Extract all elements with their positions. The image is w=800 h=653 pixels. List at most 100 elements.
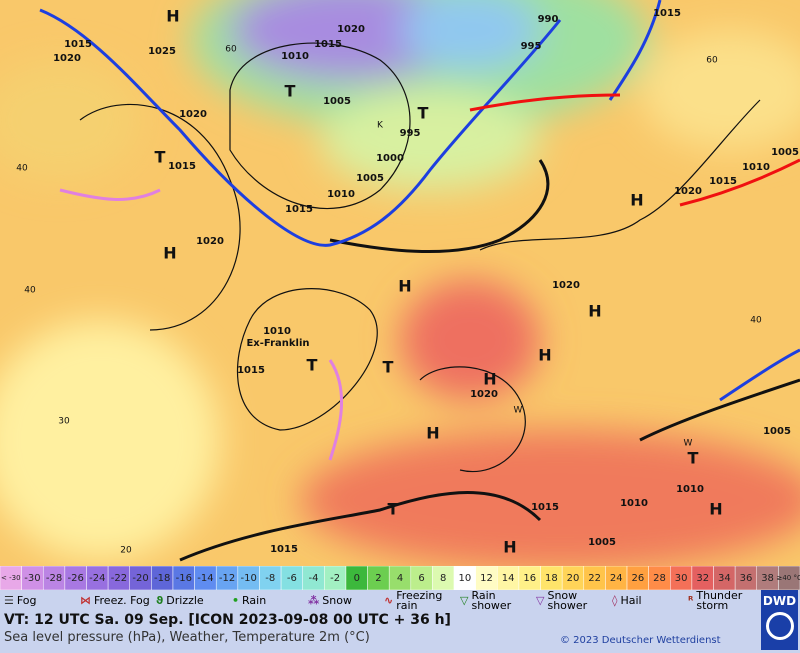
map-label: 1010 [676, 484, 704, 495]
scale-label: -6 [287, 573, 297, 584]
map-label: 30 [58, 417, 70, 427]
scale-label: 20 [567, 573, 580, 584]
map-label: 1020 [552, 280, 580, 291]
map-label: H [709, 500, 722, 519]
map-label: 1015 [314, 39, 342, 50]
map-label: 1015 [531, 502, 559, 513]
legend-icon: ▽ [460, 594, 469, 607]
map-label: 1005 [588, 537, 616, 548]
map-label: 1025 [148, 46, 176, 57]
legend-text: Rain shower [471, 589, 512, 612]
map-label: T [383, 358, 394, 377]
map-label: 1015 [270, 544, 298, 555]
logo: DWD [761, 590, 798, 650]
scale-label: -8 [265, 573, 275, 584]
map-label: H [426, 424, 439, 443]
logo-text: DWD [762, 594, 797, 608]
legend-icon: ◊ [612, 594, 618, 607]
map-label: T [307, 356, 318, 375]
map-label: T [418, 104, 429, 123]
map-label: 1015 [168, 161, 196, 172]
legend-icon: ∿ [384, 594, 394, 607]
legend-item: ◊ Hail [608, 594, 684, 607]
legend-item: ▽ Rain shower [456, 589, 532, 612]
map-label: 20 [120, 546, 132, 556]
legend-icon: ϑ [156, 594, 164, 607]
scale-label: -30 [24, 573, 40, 584]
map-label: T [285, 82, 296, 101]
logo-icon [765, 612, 794, 640]
map-label: 1015 [285, 204, 313, 215]
map-label: 1000 [376, 153, 404, 164]
scale-label: 16 [523, 573, 536, 584]
scale-label: 4 [397, 573, 403, 584]
map-label: 1010 [263, 326, 291, 337]
scale-label: 10 [458, 573, 471, 584]
map-label: 1015 [709, 176, 737, 187]
scale-label: -14 [197, 573, 213, 584]
legend-icon: ▽ [536, 594, 545, 607]
map-label: T [388, 500, 399, 519]
scale-label: -20 [132, 573, 148, 584]
map-label: W [684, 439, 693, 449]
map-label: 1020 [179, 109, 207, 120]
map-label: 40 [16, 164, 28, 174]
map-label: 1020 [337, 24, 365, 35]
scale-label: 28 [653, 573, 666, 584]
legend-text: Rain [242, 594, 267, 607]
legend-text: Thunder storm [696, 589, 743, 612]
legend-text: Hail [620, 594, 642, 607]
scale-label: < -30 [1, 574, 21, 582]
map-label: 1005 [356, 173, 384, 184]
legend-item: ☰ Fog [0, 594, 76, 607]
scale-label: -16 [176, 573, 192, 584]
map-label: H [166, 7, 179, 26]
legend-icon: • [232, 594, 240, 607]
legend-item: ⋈ Freez. Fog [76, 595, 152, 606]
map-label: 1015 [64, 39, 92, 50]
weather-legend: ☰ Fog ⋈ Freez. Fog ϑ Drizzle • Rain ⁂ Snow ∿ Freezi… [0, 590, 760, 612]
scale-label: 0 [354, 573, 360, 584]
map-label: Ex-Franklin [246, 338, 309, 349]
map-label: K [377, 121, 384, 131]
scale-label: 30 [675, 573, 688, 584]
legend-item: ᴿ Thunder storm [684, 589, 760, 612]
map: H 1015 1020 1025 60 1010 1015 1020 T 1005 T 995 1000… [0, 0, 800, 566]
map-label: 1015 [237, 365, 265, 376]
map-label: 1015 [653, 8, 681, 19]
scale-label: 34 [718, 573, 731, 584]
legend-item: ⁂ Snow [304, 594, 380, 607]
map-label: H [588, 302, 601, 321]
map-label: 60 [225, 45, 237, 55]
map-label: 1020 [196, 236, 224, 247]
legend-item: • Rain [228, 594, 304, 607]
legend-item: ∿ Freezing rain [380, 590, 456, 611]
legend-text: Drizzle [166, 594, 204, 607]
legend-item: ϑ Drizzle [152, 594, 228, 607]
map-label: 1010 [281, 51, 309, 62]
legend-text: Fog [16, 594, 37, 607]
legend-text: Snow shower [547, 589, 588, 612]
map-label: 1020 [53, 53, 81, 64]
map-label: 1010 [620, 498, 648, 509]
scale-label: ≥40 °C [776, 574, 800, 582]
scale-label: -18 [154, 573, 170, 584]
description: Sea level pressure (hPa), Weather, Tempe… [4, 630, 370, 645]
scale-label: 18 [545, 573, 558, 584]
map-label: 40 [750, 316, 762, 326]
scale-label: 14 [502, 573, 515, 584]
map-label: H [630, 191, 643, 210]
scale-label: 32 [696, 573, 709, 584]
map-label: 40 [24, 286, 36, 296]
map-label: H [538, 346, 551, 365]
map-label: W [514, 406, 523, 416]
map-label: 995 [521, 41, 542, 52]
legend-icon: ⁂ [308, 594, 320, 607]
valid-time: VT: 12 UTC Sa. 09 Sep. [ICON 2023-09-08 … [4, 612, 451, 628]
scale-label: 24 [610, 573, 623, 584]
copyright: © 2023 Deutscher Wetterdienst [560, 635, 721, 646]
scale-label: -4 [309, 573, 319, 584]
map-label: 1010 [327, 189, 355, 200]
map-label: 60 [706, 56, 718, 66]
map-label: 1005 [323, 96, 351, 107]
